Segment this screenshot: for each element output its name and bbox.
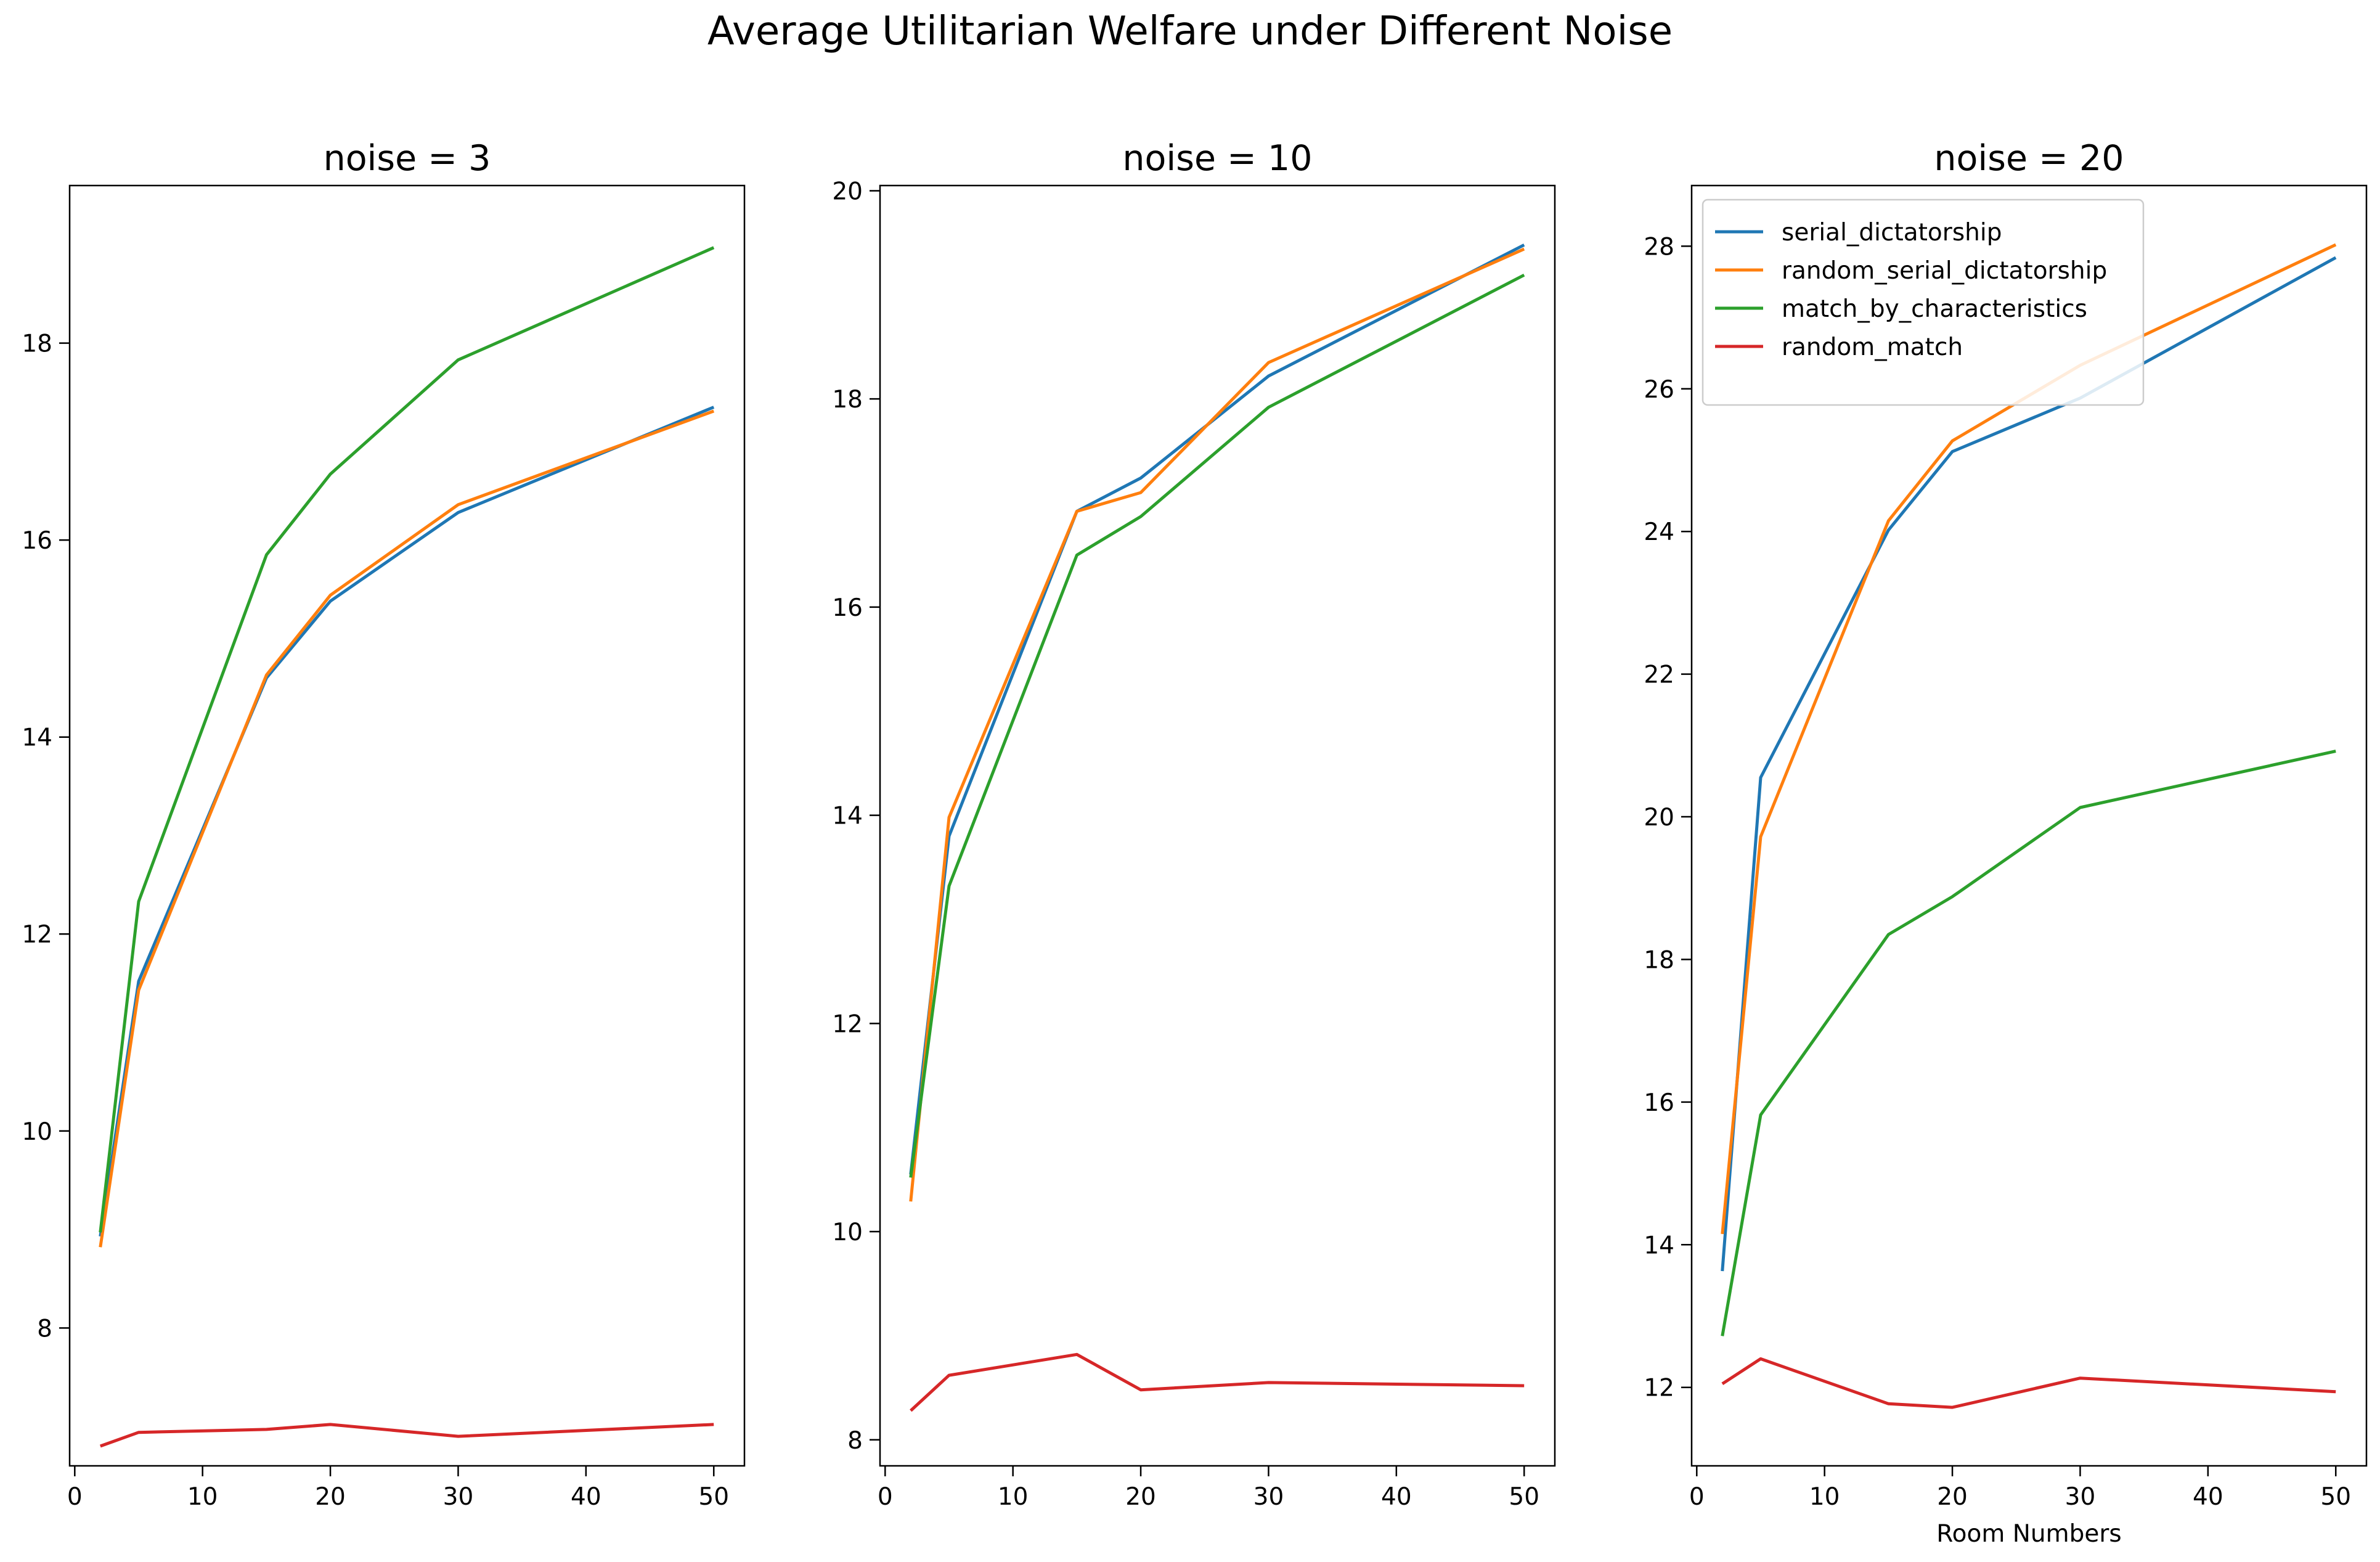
x-tick-label: 30 bbox=[443, 1483, 474, 1511]
y-tick-label: 18 bbox=[22, 330, 52, 358]
axes-frame bbox=[68, 184, 746, 1467]
y-tick-label: 18 bbox=[832, 386, 863, 414]
x-tick-label: 40 bbox=[2193, 1483, 2223, 1511]
y-tick-label: 28 bbox=[1644, 233, 1674, 261]
subplot-3: noise = 20 0 10 20 30 40 50 12 14 16 18 20 22 24 26 28 R… bbox=[1644, 138, 2368, 1548]
y-tick-label: 12 bbox=[22, 921, 52, 949]
x-tick-label: 10 bbox=[187, 1483, 218, 1511]
y-tick-label: 16 bbox=[22, 527, 52, 555]
series-line-match_by_characteristics bbox=[99, 246, 715, 1233]
legend-label: random_serial_dictatorship bbox=[1782, 257, 2107, 285]
x-tick-label: 0 bbox=[67, 1483, 83, 1511]
series-lines bbox=[99, 246, 715, 1448]
y-tick-label: 20 bbox=[832, 178, 863, 205]
series-line-random_serial_dictatorship bbox=[909, 247, 1525, 1202]
x-tick-label: 40 bbox=[571, 1483, 601, 1511]
y-tick-label: 18 bbox=[1644, 946, 1674, 974]
y-tick-label: 22 bbox=[1644, 661, 1674, 689]
y-tick-label: 10 bbox=[832, 1219, 863, 1246]
legend-label: serial_dictatorship bbox=[1782, 219, 2002, 247]
x-tick-label: 0 bbox=[878, 1483, 893, 1511]
figure-suptitle: Average Utilitarian Welfare under Differ… bbox=[707, 9, 1673, 54]
y-tick-label: 8 bbox=[37, 1315, 52, 1343]
x-tick-label: 0 bbox=[1689, 1483, 1705, 1511]
subplot-title: noise = 10 bbox=[1122, 138, 1312, 179]
x-tick-label: 50 bbox=[698, 1483, 729, 1511]
y-tick-label: 12 bbox=[1644, 1375, 1674, 1402]
x-tick-label: 40 bbox=[1381, 1483, 1412, 1511]
y-tick-label: 14 bbox=[832, 803, 863, 830]
legend: serial_dictatorship random_serial_dictato… bbox=[1701, 198, 2145, 406]
x-tick-label: 20 bbox=[1125, 1483, 1156, 1511]
series-line-random_match bbox=[910, 1352, 1525, 1412]
subplot-1: noise = 3 0 10 20 30 40 50 8 10 12 14 16 18 bbox=[22, 138, 746, 1511]
axes-frame bbox=[879, 184, 1556, 1467]
subplot-title: noise = 20 bbox=[1934, 138, 2124, 179]
x-tick-label: 30 bbox=[1253, 1483, 1284, 1511]
series-lines bbox=[909, 243, 1525, 1412]
x-tick-label: 50 bbox=[2320, 1483, 2351, 1511]
x-axis-label: Room Numbers bbox=[1936, 1520, 2121, 1548]
y-tick-label: 26 bbox=[1644, 376, 1674, 404]
legend-label: match_by_characteristics bbox=[1782, 295, 2087, 323]
y-tick-label: 14 bbox=[1644, 1232, 1674, 1259]
x-tick-label: 10 bbox=[998, 1483, 1029, 1511]
subplot-title: noise = 3 bbox=[324, 138, 491, 179]
x-tick-label: 30 bbox=[2065, 1483, 2096, 1511]
y-tick-label: 16 bbox=[1644, 1089, 1674, 1117]
series-line-random_match bbox=[1721, 1357, 2336, 1409]
x-tick-label: 20 bbox=[315, 1483, 346, 1511]
y-tick-label: 8 bbox=[847, 1427, 863, 1455]
y-tick-label: 14 bbox=[22, 724, 52, 752]
series-line-match_by_characteristics bbox=[1721, 750, 2336, 1336]
y-tick-label: 24 bbox=[1644, 518, 1674, 546]
subplot-2: noise = 10 0 10 20 30 40 50 8 10 12 14 16 18 20 bbox=[832, 138, 1556, 1511]
x-tick-label: 10 bbox=[1809, 1483, 1840, 1511]
series-line-match_by_characteristics bbox=[909, 273, 1525, 1178]
x-tick-label: 50 bbox=[1509, 1483, 1539, 1511]
y-tick-label: 12 bbox=[832, 1010, 863, 1038]
x-tick-label: 20 bbox=[1937, 1483, 1968, 1511]
axes-frame bbox=[1690, 184, 2368, 1467]
series-line-random_serial_dictatorship bbox=[99, 409, 715, 1248]
y-tick-label: 10 bbox=[22, 1118, 52, 1146]
legend-label: random_match bbox=[1782, 333, 1963, 361]
series-line-random_match bbox=[99, 1423, 714, 1448]
y-tick-label: 20 bbox=[1644, 804, 1674, 832]
legend-box bbox=[1701, 198, 2145, 406]
y-tick-label: 16 bbox=[832, 594, 863, 622]
